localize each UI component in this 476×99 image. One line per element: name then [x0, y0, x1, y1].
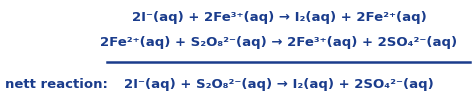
- Text: 2I⁻(aq) + S₂O₈²⁻(aq) → I₂(aq) + 2SO₄²⁻(aq): 2I⁻(aq) + S₂O₈²⁻(aq) → I₂(aq) + 2SO₄²⁻(a…: [124, 78, 433, 91]
- Text: nett reaction:: nett reaction:: [5, 78, 108, 91]
- Text: 2I⁻(aq) + 2Fe³⁺(aq) → I₂(aq) + 2Fe²⁺(aq): 2I⁻(aq) + 2Fe³⁺(aq) → I₂(aq) + 2Fe²⁺(aq): [131, 11, 426, 24]
- Text: 2Fe²⁺(aq) + S₂O₈²⁻(aq) → 2Fe³⁺(aq) + 2SO₄²⁻(aq): 2Fe²⁺(aq) + S₂O₈²⁻(aq) → 2Fe³⁺(aq) + 2SO…: [100, 36, 456, 49]
